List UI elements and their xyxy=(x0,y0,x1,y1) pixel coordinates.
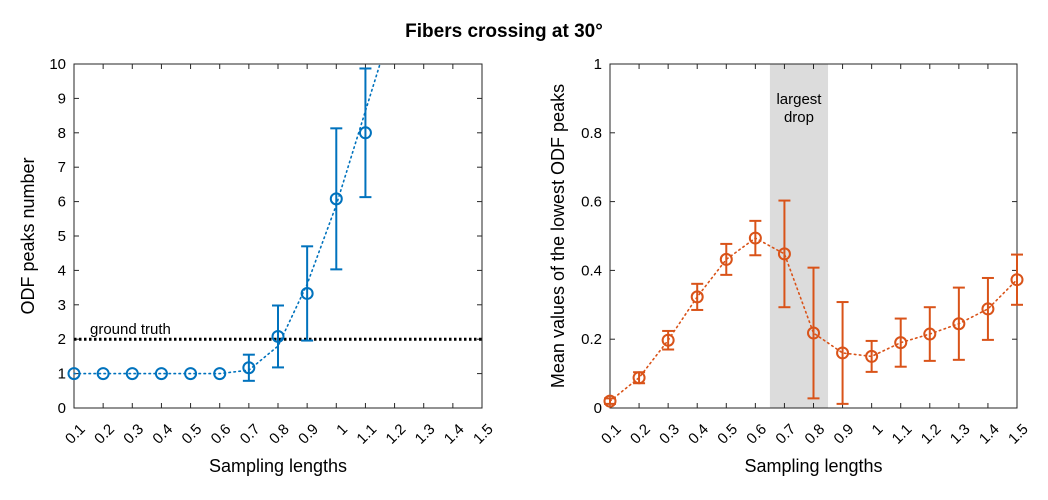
data-point xyxy=(719,252,733,266)
y-axis-label: ODF peaks number xyxy=(18,157,38,314)
x-tick-label: 0.1 xyxy=(62,421,89,448)
y-tick-label: 4 xyxy=(58,262,66,279)
y-tick-label: 7 xyxy=(58,159,66,176)
data-point xyxy=(661,333,675,347)
figure-title: Fibers crossing at 30° xyxy=(405,21,603,42)
y-tick-label: 10 xyxy=(49,56,66,73)
y-tick-label: 1 xyxy=(594,56,602,73)
x-tick-label: 1 xyxy=(333,421,351,439)
data-point xyxy=(184,367,198,381)
highlight-band xyxy=(769,64,829,408)
data-point xyxy=(96,367,110,381)
data-point xyxy=(67,367,81,381)
y-tick-label: 0.4 xyxy=(581,262,602,279)
x-tick-label: 1.2 xyxy=(918,421,945,448)
x-tick-label: 1.5 xyxy=(1005,421,1032,448)
x-tick-label: 0.9 xyxy=(295,421,322,448)
series-line xyxy=(609,237,1018,402)
x-tick-label: 0.3 xyxy=(120,421,147,448)
data-point xyxy=(923,327,937,341)
data-point xyxy=(242,361,256,375)
x-axis-label: Sampling lengths xyxy=(209,456,347,476)
x-tick-label: 0.2 xyxy=(627,421,654,448)
x-tick-label: 0.6 xyxy=(743,421,770,448)
x-tick-label: 0.4 xyxy=(149,421,176,448)
y-axis-label: Mean values of the lowest ODF peaks xyxy=(548,84,568,388)
data-point xyxy=(952,317,966,331)
x-tick-label: 1.3 xyxy=(947,421,974,448)
y-tick-label: 2 xyxy=(58,331,66,348)
x-tick-label: 1 xyxy=(869,421,887,439)
x-tick-label: 1.5 xyxy=(470,421,497,448)
x-tick-label: 0.8 xyxy=(802,421,829,448)
y-tick-label: 0.8 xyxy=(581,125,602,142)
y-tick-label: 5 xyxy=(58,228,66,245)
data-point xyxy=(836,346,850,360)
y-tick-label: 6 xyxy=(58,194,66,211)
data-point xyxy=(894,336,908,350)
data-point xyxy=(125,367,139,381)
x-tick-label: 0.3 xyxy=(656,421,683,448)
x-tick-label: 0.7 xyxy=(772,421,799,448)
y-tick-label: 0.2 xyxy=(581,331,602,348)
data-point xyxy=(777,247,791,261)
y-tick-label: 8 xyxy=(58,125,66,142)
highlight-label-1: largest xyxy=(776,91,822,108)
x-tick-label: 1.1 xyxy=(353,421,380,448)
data-point xyxy=(603,394,617,408)
data-point xyxy=(329,192,343,206)
x-tick-label: 0.9 xyxy=(831,421,858,448)
highlight-label-2: drop xyxy=(784,109,814,126)
ground-truth-label: ground truth xyxy=(90,321,171,338)
data-point xyxy=(865,349,879,363)
data-point xyxy=(154,367,168,381)
x-tick-label: 0.1 xyxy=(598,421,625,448)
x-tick-label: 1.4 xyxy=(441,421,468,448)
data-point xyxy=(632,371,646,385)
y-tick-label: 0.6 xyxy=(581,194,602,211)
data-point xyxy=(1010,273,1024,287)
x-tick-label: 0.5 xyxy=(714,421,741,448)
y-tick-label: 9 xyxy=(58,90,66,107)
x-tick-label: 0.2 xyxy=(91,421,118,448)
x-tick-label: 1.4 xyxy=(976,421,1003,448)
data-point xyxy=(748,231,762,245)
data-point xyxy=(690,290,704,304)
x-tick-label: 1.2 xyxy=(383,421,410,448)
data-point xyxy=(271,329,285,343)
plot-left: 0 1 2 3 4 5 6 7 8 9 10 0.1 0.2 0.3 0.4 0.5 0.6 0.7 0.8 0.9 1… xyxy=(18,56,497,476)
y-tick-label: 3 xyxy=(58,297,66,314)
data-point xyxy=(807,326,820,340)
data-point xyxy=(300,286,314,300)
data-point xyxy=(981,302,995,316)
x-tick-label: 0.8 xyxy=(266,421,293,448)
x-axis-label: Sampling lengths xyxy=(744,456,882,476)
y-tick-label: 0 xyxy=(594,400,602,417)
data-point xyxy=(358,126,372,140)
x-tick-label: 0.4 xyxy=(685,421,712,448)
x-tick-label: 0.6 xyxy=(208,421,235,448)
y-tick-label: 0 xyxy=(58,400,66,417)
x-tick-label: 1.3 xyxy=(412,421,439,448)
data-point xyxy=(213,367,227,381)
x-tick-label: 0.5 xyxy=(179,421,206,448)
x-tick-label: 1.1 xyxy=(889,421,916,448)
x-tick-label: 0.7 xyxy=(237,421,264,448)
y-tick-label: 1 xyxy=(58,366,66,383)
